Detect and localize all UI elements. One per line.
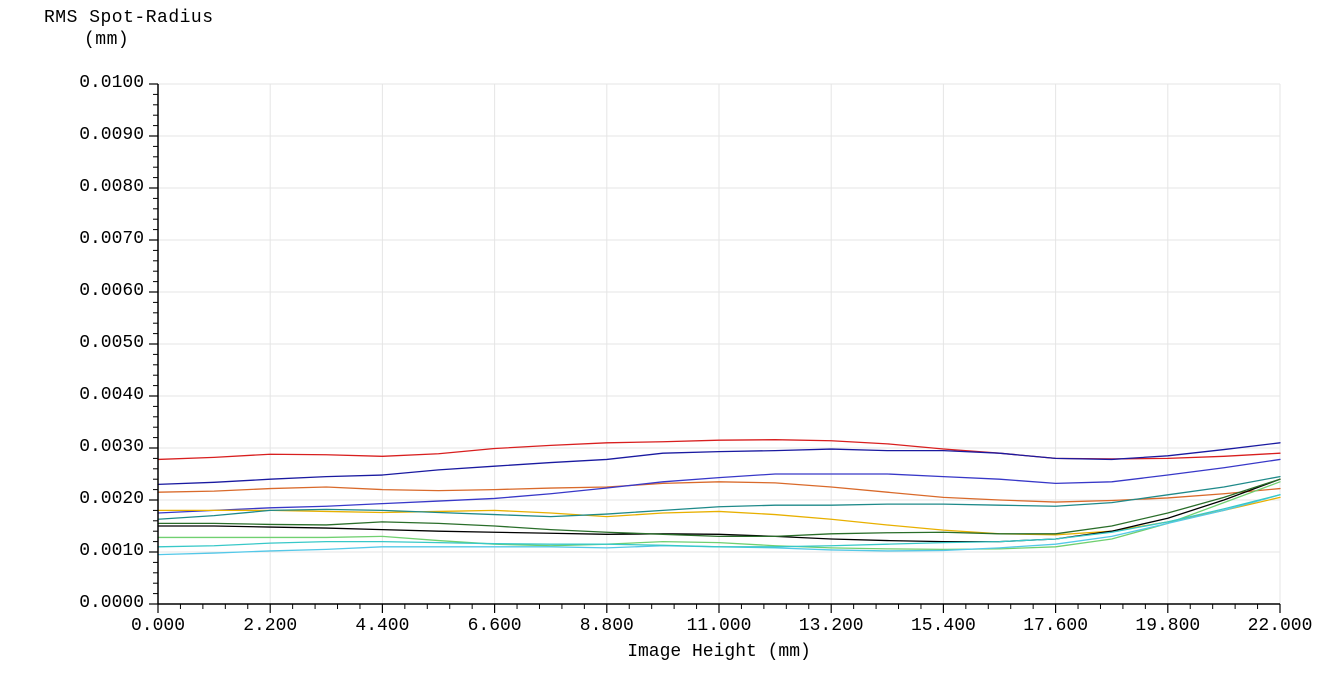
y-tick-label: 0.0030 — [79, 437, 144, 457]
x-tick-label: 11.000 — [687, 616, 752, 636]
x-tick-label: 19.800 — [1135, 616, 1200, 636]
x-tick-label: 8.800 — [580, 616, 634, 636]
y-tick-label: 0.0010 — [79, 541, 144, 561]
x-tick-label: 22.000 — [1248, 616, 1313, 636]
x-tick-label: 4.400 — [355, 616, 409, 636]
x-tick-label: 17.600 — [1023, 616, 1088, 636]
y-tick-label: 0.0000 — [79, 593, 144, 613]
y-tick-label: 0.0070 — [79, 229, 144, 249]
chart-title-line2: (mm) — [84, 30, 129, 50]
chart-title-line1: RMS Spot-Radius — [44, 8, 214, 28]
x-tick-label: 0.000 — [131, 616, 185, 636]
y-tick-label: 0.0050 — [79, 333, 144, 353]
x-axis-label: Image Height (mm) — [627, 642, 811, 662]
plot-area — [148, 74, 1310, 634]
rms-spot-radius-chart: RMS Spot-Radius (mm) 0.0000 0.0010 0.0020 0… — [0, 0, 1336, 680]
x-tick-label: 6.600 — [468, 616, 522, 636]
x-tick-label: 13.200 — [799, 616, 864, 636]
y-tick-label: 0.0020 — [79, 489, 144, 509]
x-tick-label: 2.200 — [243, 616, 297, 636]
x-tick-label: 15.400 — [911, 616, 976, 636]
y-tick-label: 0.0100 — [79, 73, 144, 93]
y-tick-label: 0.0080 — [79, 177, 144, 197]
y-tick-label: 0.0040 — [79, 385, 144, 405]
y-tick-label: 0.0060 — [79, 281, 144, 301]
y-tick-label: 0.0090 — [79, 125, 144, 145]
